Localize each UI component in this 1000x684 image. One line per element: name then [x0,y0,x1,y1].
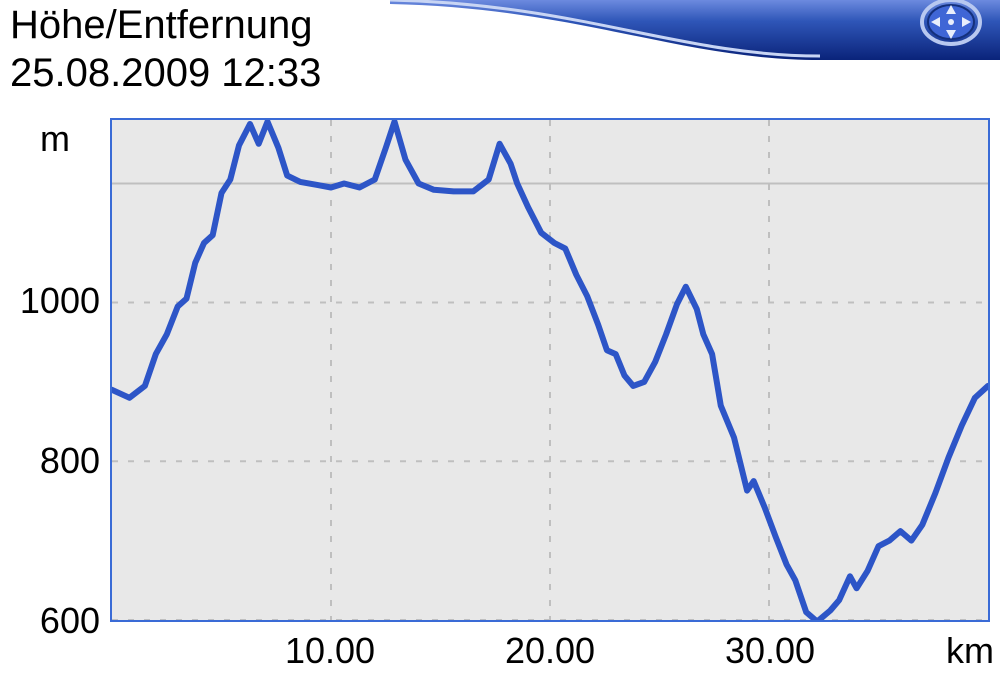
plot-area [110,118,990,622]
x-tick-label: 30.00 [725,630,815,672]
y-tick-label: 800 [40,440,100,482]
page-title: Höhe/Entfernung [10,4,312,46]
y-tick-label: 1000 [20,280,100,322]
y-axis-unit: m [40,118,70,160]
elevation-chart: m km 600 800 1000 10.00 20.00 30.00 [0,108,1000,684]
y-tick-label: 600 [40,600,100,642]
compass-icon [920,0,982,51]
page-datetime: 25.08.2009 12:33 [10,52,321,94]
x-axis-unit: km [946,630,994,672]
compass-button[interactable] [920,0,982,48]
x-tick-label: 10.00 [285,630,375,672]
x-tick-label: 20.00 [505,630,595,672]
